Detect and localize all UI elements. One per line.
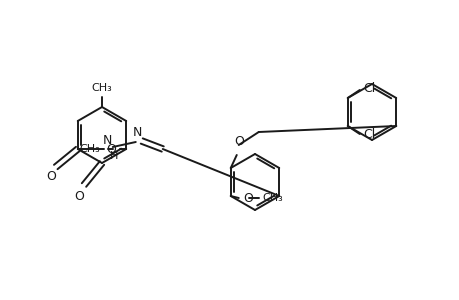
Text: CH₃: CH₃ — [91, 83, 112, 93]
Text: CH₃: CH₃ — [262, 193, 283, 203]
Text: CH₃: CH₃ — [79, 144, 100, 154]
Text: O: O — [242, 191, 252, 205]
Text: O: O — [74, 190, 84, 203]
Text: Cl: Cl — [362, 128, 374, 140]
Text: O: O — [233, 135, 243, 148]
Text: Cl: Cl — [362, 82, 374, 94]
Text: O: O — [46, 170, 56, 183]
Text: N: N — [133, 126, 142, 139]
Text: H: H — [110, 151, 118, 161]
Text: N: N — [103, 134, 112, 147]
Text: O: O — [106, 142, 116, 155]
